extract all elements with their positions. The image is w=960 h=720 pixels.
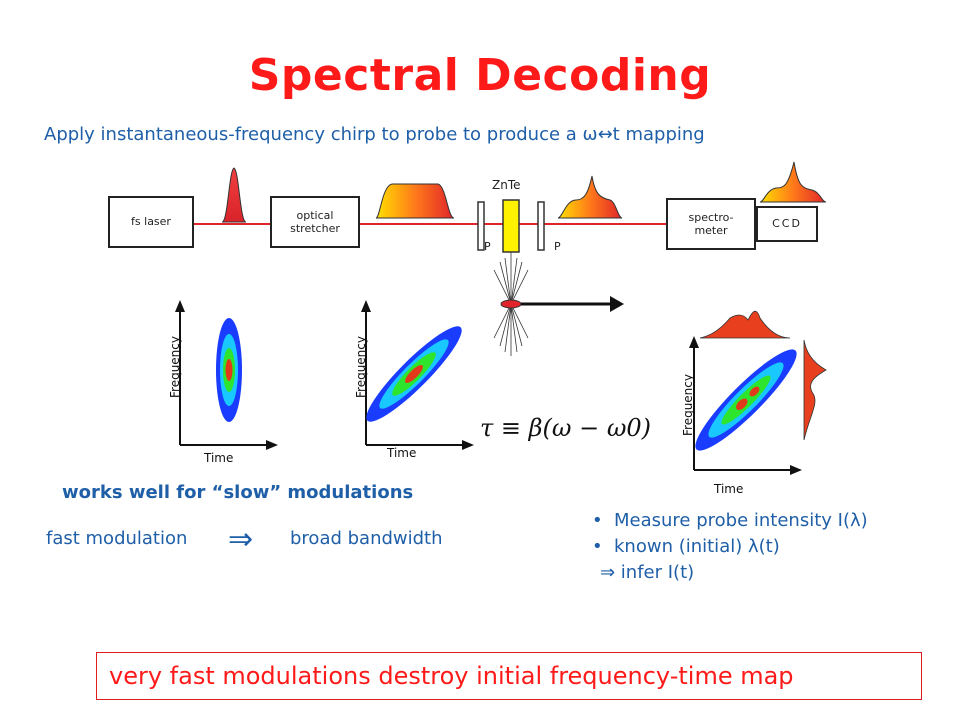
ccd-box: CCD [756, 206, 818, 242]
plot3-ylabel: Frequency [681, 374, 695, 436]
polarizer-left-label: P [484, 240, 491, 253]
plot-1 [175, 300, 278, 450]
ccd-spectrum [759, 161, 827, 203]
projection-right [803, 339, 827, 441]
slide-subtitle: Apply instantaneous-frequency chirp to p… [44, 124, 705, 145]
polarizer-left [477, 201, 485, 251]
spectrometer-label-2: meter [694, 224, 728, 237]
plot1-xlabel: Time [204, 451, 234, 465]
plot1-ylabel: Frequency [168, 336, 182, 398]
slide-title: Spectral Decoding [248, 50, 712, 101]
implies-arrow-icon: ⇒ [228, 522, 254, 557]
measurement-bullets: Measure probe intensity I(λ) known (init… [592, 508, 868, 586]
slow-modulation-note: works well for “slow” modulations [62, 482, 414, 503]
fs-laser-box: fs laser [108, 196, 194, 248]
spectrometer-box: spectro- meter [666, 198, 756, 250]
bullet-conclusion: ⇒ infer I(t) [600, 562, 695, 583]
chirp-equation: τ ≡ β(ω − ω0) [480, 414, 652, 442]
stretcher-box: optical stretcher [270, 196, 360, 248]
modulated-pulse [557, 175, 623, 219]
polarizer-right-label: P [554, 240, 561, 253]
plot3-xlabel: Time [714, 482, 744, 496]
polarizer-right [537, 201, 545, 251]
ccd-label: CCD [772, 217, 802, 230]
stretcher-label-1: optical [296, 209, 334, 222]
projection-top [699, 310, 791, 339]
broad-bandwidth-text: broad bandwidth [290, 528, 443, 549]
znte-label: ZnTe [492, 178, 521, 192]
stretcher-label-2: stretcher [290, 222, 340, 235]
plot2-ylabel: Frequency [354, 336, 368, 398]
bottom-banner: very fast modulations destroy initial fr… [96, 652, 922, 700]
fs-laser-label: fs laser [131, 215, 171, 228]
plot2-xlabel: Time [387, 446, 417, 460]
plot-3 [689, 310, 827, 475]
bullet-item: Measure probe intensity I(λ) [592, 508, 868, 534]
plot-2 [361, 300, 474, 450]
short-pulse [221, 167, 247, 223]
spectrometer-label-1: spectro- [688, 211, 734, 224]
znte-crystal [502, 199, 520, 253]
stretched-pulse [375, 183, 455, 219]
thz-focus-spot [500, 299, 522, 309]
bullet-item: known (initial) λ(t) [592, 534, 868, 560]
fast-modulation-text: fast modulation [46, 528, 188, 549]
